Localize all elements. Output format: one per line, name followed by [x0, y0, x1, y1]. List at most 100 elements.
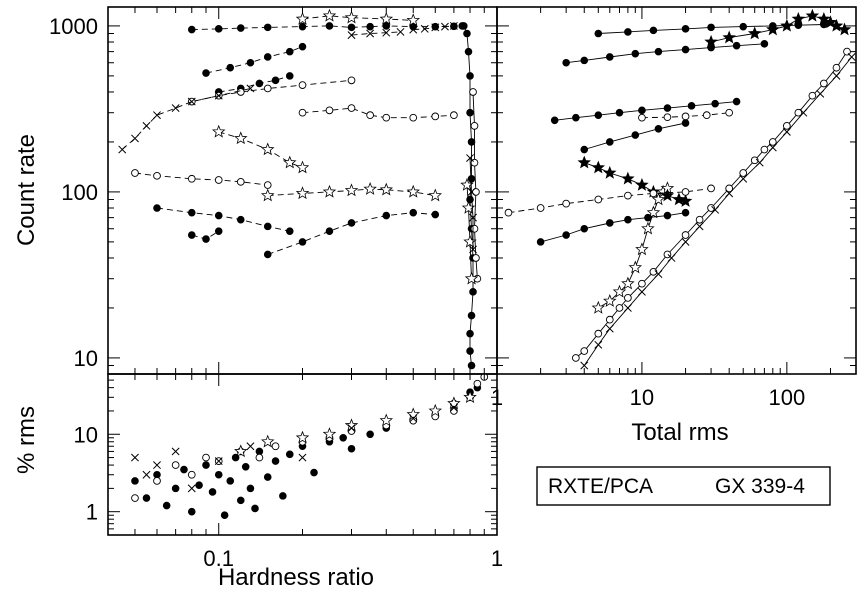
hid-series-18-point-1: [467, 187, 476, 196]
hid-y-tick-label: 10: [74, 346, 98, 371]
rid-series-0-point-10: [695, 215, 704, 224]
hid-series-9-point-3: [344, 183, 359, 197]
hid-series-9-point-2: [322, 184, 337, 198]
rid-series-11-point-3: [654, 124, 663, 133]
hid-series-5-point-1: [202, 235, 210, 243]
rid-series-4-point-2: [603, 165, 617, 179]
hid-ticks: [107, 7, 498, 375]
rid-series-0: [571, 47, 851, 362]
rid-series-2-point-8: [651, 192, 666, 206]
rms-series-0-point-21: [279, 492, 287, 500]
hid-series-18-point-3: [469, 245, 477, 254]
rms-series-0-point-22: [285, 450, 294, 459]
hid-y-axis-label: Count rate: [13, 134, 40, 246]
hid-series-12: [118, 84, 255, 154]
rid-series-0-point-12: [725, 184, 734, 193]
rid-series-9-point-2: [562, 199, 570, 208]
rid-series-5-point-2: [649, 26, 658, 35]
hid-series-16-point-0: [469, 88, 477, 96]
hid-series-15-point-1: [463, 29, 471, 38]
hid-series-12-point-2: [142, 121, 151, 130]
rms-series-0-point-16: [246, 484, 255, 493]
hid-series-0-point-2: [236, 24, 245, 32]
hid-series-7: [131, 169, 272, 189]
rms-series-3-point-3: [171, 447, 180, 456]
rid-series-9-point-6: [681, 188, 690, 196]
hid-series-0-point-5: [325, 22, 334, 30]
rid-series-2-point-5: [635, 242, 649, 256]
rid-series-1-point-2: [605, 324, 614, 333]
hid-y-tick-label: 100: [61, 180, 98, 205]
rms-series-0-point-7: [195, 481, 203, 489]
rid-series-1-point-10: [725, 189, 734, 198]
hid-series-7-point-0: [131, 169, 139, 177]
rid-series-6-point-0: [562, 58, 570, 67]
rid-series-3-point-1: [722, 30, 736, 44]
rms-series-1-point-0: [131, 494, 139, 502]
rid-series-8: [536, 208, 690, 246]
rms-series-2-point-1: [260, 434, 275, 448]
hid-series-4-point-1: [187, 208, 196, 217]
rms-series-3: [131, 403, 458, 493]
rid-series-7: [550, 97, 741, 125]
rms-series-0-point-1: [142, 494, 151, 502]
rid-series-0-point-1: [580, 347, 589, 355]
rid-series-9-point-1: [536, 204, 545, 212]
hid-series-0-point-6: [347, 23, 356, 32]
hid-series-17-point-1: [461, 200, 476, 214]
rid-series-1-point-7: [681, 237, 690, 246]
panel-rms-hardness: 1 10 0.1 1 % rms Hardness ratio: [13, 373, 503, 591]
hid-series-15-point-3: [466, 72, 474, 80]
rid-series-1-point-1: [594, 340, 603, 349]
rms-series-0-point-6: [187, 507, 196, 516]
rid-series-1-point-8: [695, 222, 704, 231]
hid-series-6-point-6: [431, 112, 440, 121]
rms-series-3-point-9: [409, 414, 418, 423]
hid-series-0-point-4: [298, 22, 307, 31]
rid-series-7-point-2: [594, 111, 603, 119]
rid-series-0-point-18: [794, 108, 803, 117]
rid-series-6-point-4: [654, 47, 663, 56]
legend-box: RXTE/PCA GX 339-4: [536, 466, 831, 506]
rms-series-0-point-20: [271, 457, 280, 465]
rms-series-0-point-0: [131, 477, 139, 485]
rms-series-2-point-5: [379, 413, 394, 427]
rid-series-4-point-1: [591, 160, 606, 174]
hid-y-tick-label: 1000: [49, 14, 98, 39]
hid-series-4-point-0: [153, 204, 161, 212]
hid-series-3-point-6: [431, 210, 440, 219]
rid-series-0-point-11: [707, 204, 715, 212]
rid-series-3: [704, 8, 852, 48]
rid-series-7-point-0: [550, 116, 559, 125]
hid-series-line-3: [267, 212, 436, 255]
hid-series-10-point-4: [406, 13, 420, 27]
rms-series-0-point-17: [251, 504, 259, 513]
hid-series-1-point-3: [263, 53, 272, 61]
rid-series-5-point-0: [594, 29, 603, 38]
rid-axes-frame: [496, 6, 857, 375]
rms-series-0-point-9: [208, 488, 217, 496]
rid-series-8-point-0: [536, 238, 545, 246]
rid-series-1-point-13: [768, 143, 777, 152]
hid-series-5-point-0: [187, 231, 196, 239]
hid-series-14-point-3: [396, 27, 405, 36]
hid-series-6-point-1: [325, 106, 334, 115]
hid-series-15-point-12: [466, 329, 474, 338]
hid-series-line-14: [351, 31, 401, 36]
hid-series-15-point-14: [467, 361, 476, 370]
rms-series-2: [234, 390, 477, 458]
rid-series-5-point-1: [624, 28, 632, 36]
hid-series-13-point-3: [440, 22, 449, 31]
rid-series-11-point-0: [580, 145, 589, 154]
hid-series-3-point-4: [382, 211, 391, 220]
hid-series-line-1: [205, 46, 303, 74]
rid-series-0-point-17: [783, 122, 791, 130]
hid-series-15-point-5: [467, 138, 476, 146]
hid-series-11-point-1: [234, 131, 248, 145]
hid-series-12-point-7: [246, 84, 255, 93]
hid-series-16-point-3: [472, 188, 480, 196]
rms-x-tick-label: 1: [491, 546, 503, 571]
rid-series-1-point-0: [580, 361, 589, 370]
rms-series-0-point-14: [236, 496, 245, 505]
